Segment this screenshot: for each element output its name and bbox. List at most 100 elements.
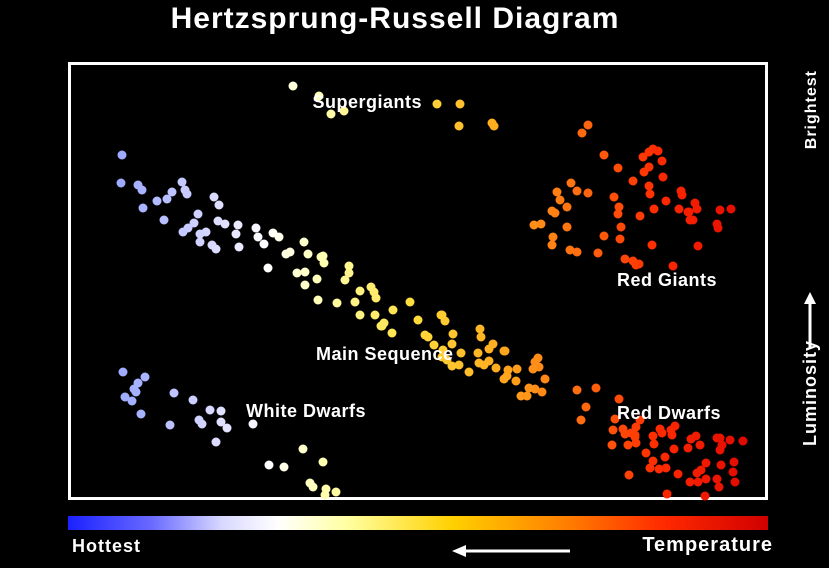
star-point xyxy=(177,178,186,187)
region-label-red-dwarfs: Red Dwarfs xyxy=(617,403,721,424)
star-point xyxy=(658,429,667,438)
star-point xyxy=(716,433,725,442)
star-point xyxy=(649,440,658,449)
star-point xyxy=(312,274,321,283)
star-point xyxy=(214,200,223,209)
star-point xyxy=(634,260,643,269)
star-point xyxy=(366,282,375,291)
star-point xyxy=(288,81,297,90)
star-point xyxy=(137,185,146,194)
star-point xyxy=(137,409,146,418)
star-point xyxy=(259,239,268,248)
x-axis-hottest-label: Hottest xyxy=(72,536,141,557)
star-point xyxy=(378,322,387,331)
star-point xyxy=(285,247,294,256)
y-axis-brightest-label: Brightest xyxy=(803,70,821,149)
star-point xyxy=(607,441,616,450)
star-point xyxy=(195,238,204,247)
region-label-main-sequence: Main Sequence xyxy=(316,344,454,365)
star-point xyxy=(583,121,592,130)
star-point xyxy=(488,340,497,349)
star-point xyxy=(209,193,218,202)
star-point xyxy=(130,384,139,393)
star-point xyxy=(714,482,723,491)
star-point xyxy=(537,387,546,396)
star-point xyxy=(662,489,671,498)
star-point xyxy=(599,232,608,241)
star-point xyxy=(624,471,633,480)
star-point xyxy=(139,204,148,213)
star-point xyxy=(573,187,582,196)
star-point xyxy=(456,100,465,109)
star-point xyxy=(563,223,572,232)
star-point xyxy=(565,246,574,255)
star-point xyxy=(645,189,654,198)
star-point xyxy=(555,195,564,204)
star-point xyxy=(475,324,484,333)
star-point xyxy=(701,458,710,467)
star-point xyxy=(387,329,396,338)
star-point xyxy=(547,207,556,216)
region-label-white-dwarfs: White Dwarfs xyxy=(246,401,366,422)
region-label-supergiants: Supergiants xyxy=(313,92,423,113)
star-point xyxy=(581,402,590,411)
star-point xyxy=(573,386,582,395)
star-point xyxy=(280,462,289,471)
star-point xyxy=(686,478,695,487)
star-point xyxy=(179,227,188,236)
star-point xyxy=(223,424,232,433)
star-point xyxy=(456,348,465,357)
star-point xyxy=(491,364,500,373)
star-point xyxy=(503,365,512,374)
star-point xyxy=(206,405,215,414)
star-point xyxy=(540,375,549,384)
star-point xyxy=(304,250,313,259)
plot-area: SupergiantsRed GiantsMain SequenceRed Dw… xyxy=(68,62,768,500)
star-point xyxy=(702,475,711,484)
x-axis-temperature-label: Temperature xyxy=(642,534,773,557)
star-point xyxy=(649,432,658,441)
star-point xyxy=(610,193,619,202)
star-point xyxy=(128,396,137,405)
star-point xyxy=(639,168,648,177)
star-point xyxy=(170,388,179,397)
star-point xyxy=(195,230,204,239)
star-point xyxy=(659,173,668,182)
star-point xyxy=(118,150,127,159)
star-point xyxy=(673,470,682,479)
star-point xyxy=(263,263,272,272)
star-point xyxy=(713,474,722,483)
star-point xyxy=(727,205,736,214)
star-point xyxy=(600,151,609,160)
star-point xyxy=(730,457,739,466)
star-point xyxy=(301,268,310,277)
star-point xyxy=(448,329,457,338)
star-point xyxy=(251,224,260,233)
star-point xyxy=(548,233,557,242)
star-point xyxy=(614,202,623,211)
star-point xyxy=(477,333,486,342)
star-point xyxy=(119,367,128,376)
star-point xyxy=(438,310,447,319)
star-point xyxy=(464,367,473,376)
star-point xyxy=(649,204,658,213)
star-point xyxy=(529,365,538,374)
star-point xyxy=(583,188,592,197)
star-point xyxy=(648,241,657,250)
star-point xyxy=(499,347,508,356)
star-point xyxy=(713,223,722,232)
star-point xyxy=(160,216,169,225)
star-point xyxy=(331,488,340,497)
star-point xyxy=(474,349,483,358)
star-point xyxy=(691,432,700,441)
star-point xyxy=(613,163,622,172)
star-point xyxy=(140,373,149,382)
star-point xyxy=(214,216,223,225)
star-point xyxy=(413,315,422,324)
star-point xyxy=(195,415,204,424)
star-point xyxy=(591,383,600,392)
star-point xyxy=(405,297,414,306)
star-point xyxy=(232,230,241,239)
star-point xyxy=(686,215,695,224)
x-axis-arrow-icon xyxy=(452,544,572,558)
